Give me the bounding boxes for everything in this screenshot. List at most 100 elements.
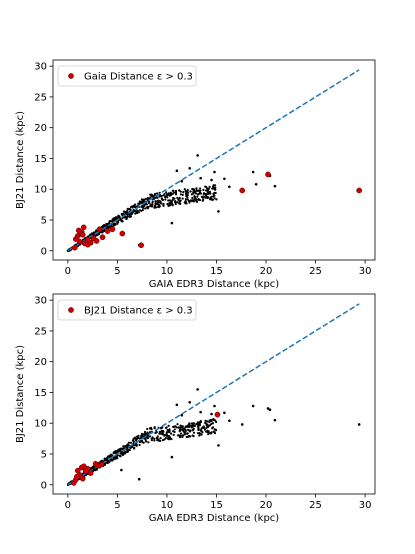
data-point [169,200,172,204]
data-point [146,207,149,210]
y-tick-label: 15 [34,388,47,399]
data-point [209,419,212,422]
highlighted-point [138,242,145,249]
data-point [207,430,210,433]
outlier-point [196,388,199,391]
data-point [190,422,194,425]
plot-area [66,303,361,486]
data-point [196,421,199,424]
data-point [200,433,203,436]
data-point [214,429,217,432]
highlighted-point [80,463,87,470]
outlier-point [155,202,159,206]
data-point [184,198,188,201]
data-point [137,434,140,437]
outlier-point [357,423,361,426]
data-point [199,420,202,423]
x-tick-label: 30 [359,266,372,277]
y-tick-label: 20 [34,123,47,134]
data-point [117,214,120,217]
data-point [199,189,202,192]
y-tick-label: 25 [34,92,47,103]
data-point [180,432,183,435]
data-point [202,193,205,196]
data-point [192,435,195,438]
data-point [188,201,191,204]
data-point [213,432,217,435]
data-point [133,209,136,212]
data-point [198,422,201,425]
x-tick-label: 5 [114,500,120,511]
data-point [190,426,193,429]
data-point [168,194,171,197]
x-tick-label: 15 [210,266,223,277]
y-tick-label: 20 [34,357,47,368]
data-point [167,424,170,427]
data-point [211,422,215,425]
data-point [178,189,181,192]
data-point [173,197,176,200]
data-point [128,213,131,216]
highlighted-point [79,231,86,238]
data-point [116,221,120,224]
data-point [166,437,170,440]
data-point [208,190,212,193]
outlier-point [251,170,255,174]
data-point [181,193,184,196]
y-axis-label: BJ21 Distance (kpc) [15,345,26,443]
data-point [210,422,213,426]
data-point [209,192,212,195]
data-point [126,215,129,218]
x-tick-label: 10 [161,500,174,511]
data-point [211,185,215,188]
data-point [119,219,122,222]
data-point [174,200,177,203]
outlier-point [251,404,255,408]
data-point [161,429,164,433]
data-point [198,434,201,437]
data-point [113,451,116,454]
data-point [164,195,167,198]
data-point [152,195,155,199]
data-point [167,429,170,433]
data-point [135,211,139,214]
data-point [131,206,134,209]
data-point [105,224,108,227]
data-point [113,457,117,460]
legend-marker [68,73,74,79]
outlier-point [268,408,272,411]
data-point [192,431,196,434]
data-point [141,434,144,438]
data-point [90,232,94,235]
data-point [211,198,214,201]
data-point [147,201,150,205]
data-point [131,439,135,442]
reference-line [67,303,360,486]
data-point [205,186,208,189]
data-point [159,439,162,443]
data-point [202,188,205,191]
data-point [133,437,137,440]
data-point [125,446,128,449]
data-point [195,198,198,201]
data-point [184,425,187,428]
data-point [192,428,195,431]
highlighted-point [96,226,103,233]
data-point [184,431,187,434]
data-point [188,429,192,432]
data-point [109,220,113,223]
outlier-point [254,183,258,186]
data-point [108,455,111,458]
data-point [135,443,138,447]
data-point [127,215,131,218]
data-point [210,195,213,198]
data-point [140,209,143,212]
data-point [212,192,215,195]
data-point [106,222,109,226]
data-point [127,207,131,210]
data-point [158,432,161,435]
data-point [184,202,187,205]
data-point [204,419,207,422]
data-point [185,193,188,196]
data-point [176,434,180,437]
